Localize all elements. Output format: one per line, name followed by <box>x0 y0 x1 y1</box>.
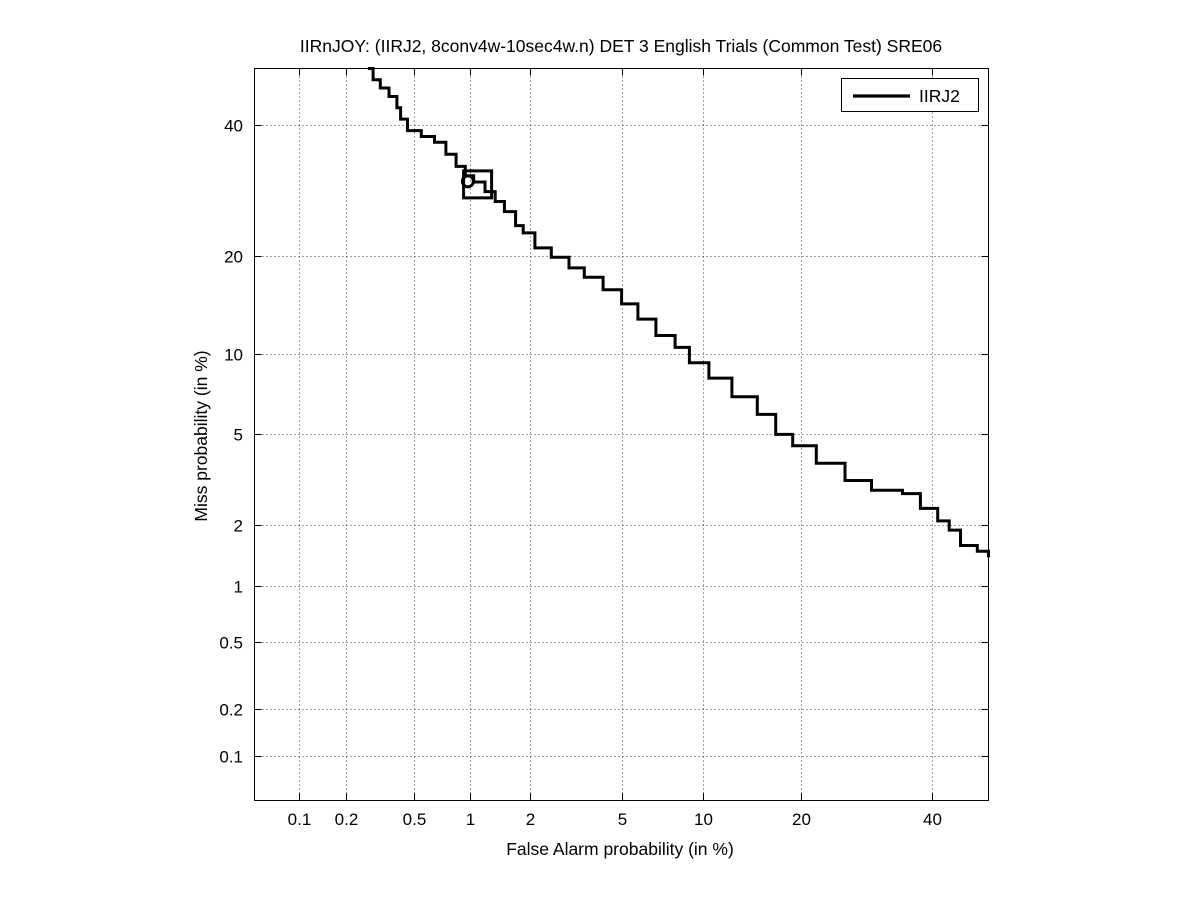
y-tick-label: 0.5 <box>219 634 243 653</box>
y-tick-label: 2 <box>234 517 243 536</box>
x-tick-label: 10 <box>694 810 713 829</box>
x-axis-ticks: 0.1 0.2 0.5 1 2 5 10 20 40 <box>288 68 942 829</box>
x-tick-label: 0.1 <box>288 810 312 829</box>
y-tick-label: 1 <box>234 578 243 597</box>
y-tick-label: 0.2 <box>219 701 243 720</box>
grid-lines <box>254 68 989 801</box>
x-tick-label: 0.2 <box>335 810 359 829</box>
y-axis-ticks: 0.1 0.2 0.5 1 2 5 10 20 40 <box>219 117 989 767</box>
legend: IIRJ2 <box>841 78 979 112</box>
y-tick-label: 20 <box>224 248 243 267</box>
y-tick-label: 10 <box>224 346 243 365</box>
marker-layer <box>460 169 494 200</box>
series-layer <box>367 67 990 558</box>
x-tick-label: 5 <box>618 810 627 829</box>
plot-area-frame <box>254 68 989 801</box>
x-axis-label: False Alarm probability (in %) <box>506 839 734 859</box>
x-tick-label: 20 <box>792 810 811 829</box>
y-tick-label: 0.1 <box>219 748 243 767</box>
det-curve-IIRJ2 <box>367 67 990 558</box>
chart-title: IIRnJOY: (IIRJ2, 8conv4w-10sec4w.n) DET … <box>300 36 942 56</box>
x-tick-label: 0.5 <box>403 810 427 829</box>
y-tick-label: 5 <box>234 426 243 445</box>
y-axis-label: Miss probability (in %) <box>191 350 211 521</box>
x-tick-label: 40 <box>923 810 942 829</box>
y-tick-label: 40 <box>224 117 243 136</box>
x-tick-label: 2 <box>526 810 535 829</box>
legend-label: IIRJ2 <box>919 86 960 106</box>
x-tick-label: 1 <box>466 810 475 829</box>
min-dcf-circle-marker <box>460 174 475 189</box>
